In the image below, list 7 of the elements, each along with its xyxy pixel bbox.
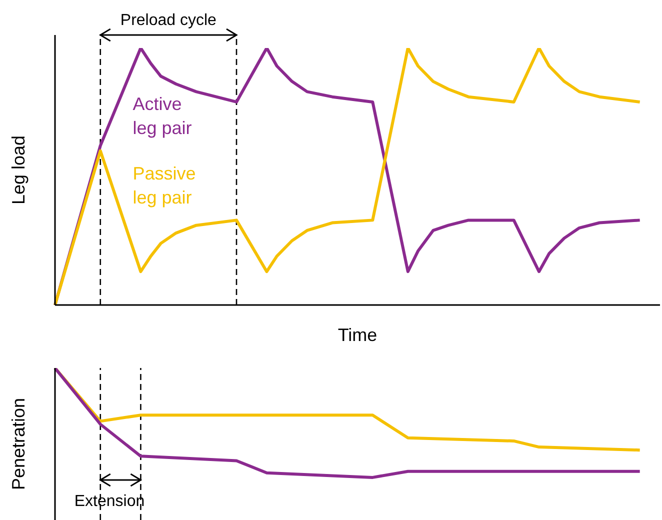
series-label: Passive leg pair bbox=[132, 164, 196, 208]
series-label: Active leg pair bbox=[132, 94, 192, 138]
y-axis-title: Penetration bbox=[8, 398, 28, 490]
text: Preload cycle bbox=[120, 12, 217, 29]
y-axis-title: Leg load bbox=[8, 135, 28, 205]
x-axis-title: Time bbox=[338, 325, 378, 345]
annotation: Extension bbox=[74, 493, 145, 510]
